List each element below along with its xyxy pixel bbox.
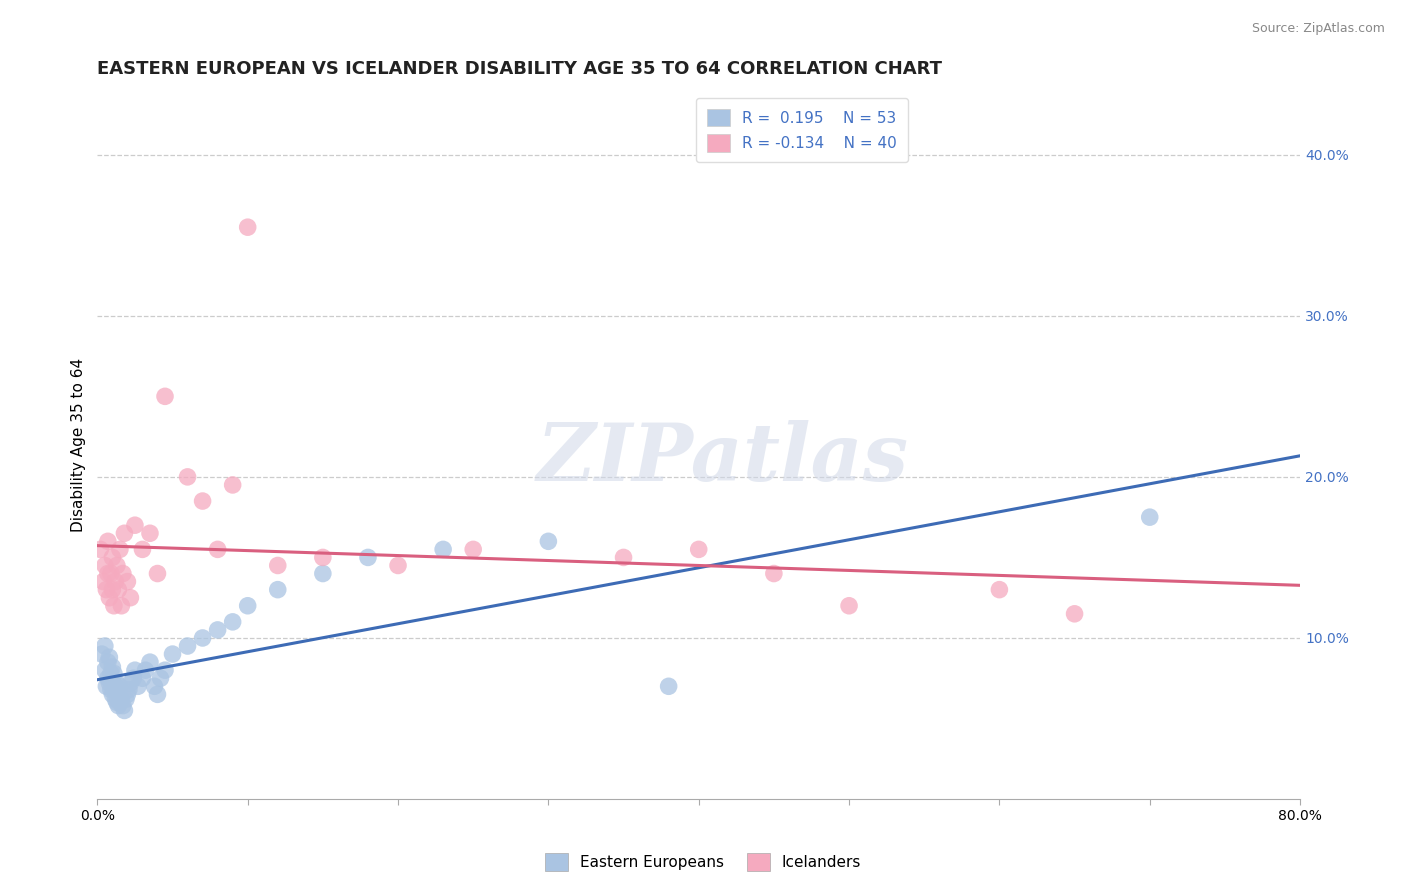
Point — [101, 550, 124, 565]
Point — [134, 663, 156, 677]
Point — [162, 647, 184, 661]
Point — [111, 698, 134, 713]
Point — [101, 582, 124, 597]
Point — [312, 566, 335, 581]
Point — [110, 692, 132, 706]
Point — [107, 698, 129, 713]
Legend: Eastern Europeans, Icelanders: Eastern Europeans, Icelanders — [536, 844, 870, 880]
Point — [96, 582, 118, 597]
Point — [101, 660, 124, 674]
Point — [357, 550, 380, 565]
Point — [103, 682, 125, 697]
Legend: R =  0.195    N = 53, R = -0.134    N = 40: R = 0.195 N = 53, R = -0.134 N = 40 — [696, 98, 907, 162]
Point — [153, 389, 176, 403]
Point — [207, 542, 229, 557]
Point — [103, 599, 125, 613]
Point — [267, 558, 290, 573]
Point — [97, 655, 120, 669]
Point — [312, 550, 335, 565]
Point — [104, 692, 127, 706]
Point — [100, 666, 122, 681]
Point — [105, 558, 128, 573]
Point — [988, 582, 1011, 597]
Point — [117, 687, 139, 701]
Point — [153, 663, 176, 677]
Text: EASTERN EUROPEAN VS ICELANDER DISABILITY AGE 35 TO 64 CORRELATION CHART: EASTERN EUROPEAN VS ICELANDER DISABILITY… — [97, 60, 942, 78]
Point — [658, 679, 681, 693]
Point — [108, 695, 131, 709]
Point — [101, 674, 124, 689]
Point — [101, 687, 124, 701]
Point — [432, 542, 454, 557]
Point — [688, 542, 710, 557]
Point — [93, 574, 115, 589]
Point — [89, 542, 111, 557]
Point — [112, 703, 135, 717]
Point — [98, 591, 121, 605]
Point — [118, 682, 141, 697]
Point — [149, 671, 172, 685]
Point — [108, 679, 131, 693]
Point — [90, 647, 112, 661]
Y-axis label: Disability Age 35 to 64: Disability Age 35 to 64 — [72, 358, 86, 532]
Text: Source: ZipAtlas.com: Source: ZipAtlas.com — [1251, 22, 1385, 36]
Point — [612, 550, 634, 565]
Point — [1063, 607, 1085, 621]
Point — [131, 671, 153, 685]
Point — [112, 526, 135, 541]
Point — [104, 679, 127, 693]
Point — [97, 566, 120, 581]
Point — [120, 676, 142, 690]
Point — [124, 518, 146, 533]
Point — [98, 650, 121, 665]
Point — [146, 566, 169, 581]
Point — [105, 695, 128, 709]
Point — [103, 666, 125, 681]
Point — [105, 676, 128, 690]
Point — [1139, 510, 1161, 524]
Point — [115, 692, 138, 706]
Point — [127, 679, 149, 693]
Point — [120, 591, 142, 605]
Point — [94, 639, 117, 653]
Point — [122, 671, 145, 685]
Point — [207, 623, 229, 637]
Point — [104, 574, 127, 589]
Point — [98, 676, 121, 690]
Point — [838, 599, 860, 613]
Point — [176, 470, 198, 484]
Point — [111, 566, 134, 581]
Point — [124, 663, 146, 677]
Point — [107, 682, 129, 697]
Point — [108, 542, 131, 557]
Point — [221, 615, 243, 629]
Point — [236, 599, 259, 613]
Point — [143, 679, 166, 693]
Text: ZIPatlas: ZIPatlas — [537, 420, 908, 498]
Point — [96, 679, 118, 693]
Point — [131, 542, 153, 557]
Point — [94, 558, 117, 573]
Point — [107, 582, 129, 597]
Point — [463, 542, 485, 557]
Point — [139, 655, 162, 669]
Point — [94, 663, 117, 677]
Point — [387, 558, 409, 573]
Point — [97, 534, 120, 549]
Point — [191, 631, 214, 645]
Point — [236, 220, 259, 235]
Point — [97, 671, 120, 685]
Point — [221, 478, 243, 492]
Point — [267, 582, 290, 597]
Point — [110, 599, 132, 613]
Point — [191, 494, 214, 508]
Point — [762, 566, 785, 581]
Point — [117, 574, 139, 589]
Point — [100, 566, 122, 581]
Point — [100, 682, 122, 697]
Point — [146, 687, 169, 701]
Point — [537, 534, 560, 549]
Point — [139, 526, 162, 541]
Point — [176, 639, 198, 653]
